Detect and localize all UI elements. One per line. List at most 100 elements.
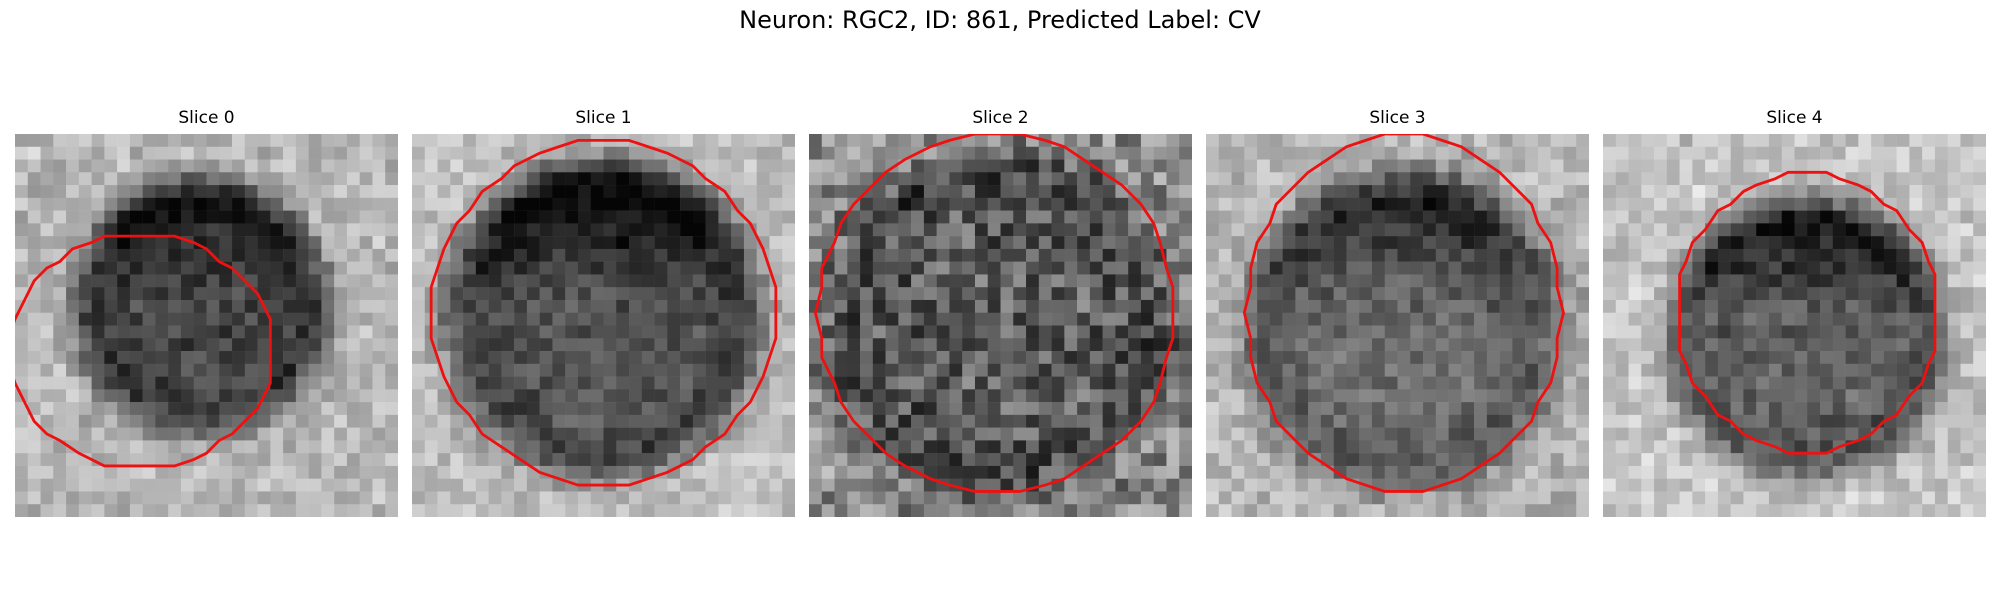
- image-pixel: [1179, 312, 1192, 326]
- image-pixel: [987, 299, 1001, 313]
- image-pixel: [155, 261, 169, 275]
- image-pixel: [412, 261, 426, 275]
- image-pixel: [1435, 440, 1449, 454]
- image-pixel: [168, 197, 182, 211]
- image-pixel: [1206, 274, 1220, 288]
- image-pixel: [654, 312, 668, 326]
- image-pixel: [705, 312, 719, 326]
- image-pixel: [1000, 325, 1014, 339]
- image-pixel: [475, 338, 489, 352]
- image-pixel: [129, 236, 143, 250]
- image-pixel: [1499, 351, 1513, 365]
- image-pixel: [1563, 223, 1577, 237]
- image-pixel: [501, 453, 515, 467]
- image-pixel: [283, 465, 297, 479]
- image-pixel: [1244, 134, 1258, 148]
- image-pixel: [91, 465, 105, 479]
- image-pixel: [936, 363, 950, 377]
- image-pixel: [488, 338, 502, 352]
- image-pixel: [1000, 389, 1014, 403]
- image-pixel: [1820, 402, 1834, 416]
- image-pixel: [782, 134, 795, 148]
- image-pixel: [1308, 376, 1322, 390]
- image-pixel: [872, 236, 886, 250]
- image-pixel: [334, 299, 348, 313]
- image-pixel: [565, 236, 579, 250]
- image-pixel: [616, 312, 630, 326]
- image-pixel: [1692, 338, 1706, 352]
- image-pixel: [1231, 261, 1245, 275]
- image-pixel: [1603, 440, 1617, 454]
- image-pixel: [1089, 274, 1103, 288]
- image-pixel: [1973, 504, 1986, 517]
- image-pixel: [1089, 299, 1103, 313]
- image-pixel: [283, 134, 297, 148]
- image-pixel: [1499, 312, 1513, 326]
- image-pixel: [1206, 351, 1220, 365]
- image-pixel: [1743, 312, 1757, 326]
- image-pixel: [372, 236, 386, 250]
- image-pixel: [526, 159, 540, 173]
- image-pixel: [552, 427, 566, 441]
- image-pixel: [1257, 287, 1271, 301]
- image-pixel: [1077, 185, 1091, 199]
- image-pixel: [1064, 504, 1078, 517]
- image-pixel: [911, 236, 925, 250]
- image-pixel: [1820, 325, 1834, 339]
- image-pixel: [1883, 299, 1897, 313]
- image-pixel: [1666, 427, 1680, 441]
- image-pixel: [488, 134, 502, 148]
- image-pixel: [923, 453, 937, 467]
- image-pixel: [1525, 223, 1539, 237]
- image-pixel: [782, 172, 795, 186]
- image-pixel: [66, 338, 80, 352]
- image-pixel: [1013, 299, 1027, 313]
- image-pixel: [654, 389, 668, 403]
- image-pixel: [206, 223, 220, 237]
- image-pixel: [91, 312, 105, 326]
- image-pixel: [1435, 172, 1449, 186]
- image-pixel: [539, 389, 553, 403]
- image-pixel: [1115, 236, 1129, 250]
- image-pixel: [616, 351, 630, 365]
- image-pixel: [1525, 338, 1539, 352]
- image-pixel: [1641, 274, 1655, 288]
- image-pixel: [1359, 453, 1373, 467]
- image-pixel: [206, 185, 220, 199]
- image-pixel: [1166, 185, 1180, 199]
- image-pixel: [1641, 453, 1655, 467]
- image-pixel: [974, 440, 988, 454]
- image-pixel: [718, 248, 732, 262]
- image-pixel: [1858, 159, 1872, 173]
- image-pixel: [782, 465, 795, 479]
- image-pixel: [1371, 491, 1385, 505]
- image-pixel: [641, 248, 655, 262]
- image-pixel: [1423, 210, 1437, 224]
- image-pixel: [860, 134, 874, 148]
- image-pixel: [1179, 159, 1192, 173]
- image-pixel: [334, 453, 348, 467]
- image-pixel: [1026, 504, 1040, 517]
- image-pixel: [1960, 287, 1974, 301]
- image-pixel: [1654, 261, 1668, 275]
- image-pixel: [129, 248, 143, 262]
- image-pixel: [974, 478, 988, 492]
- image-pixel: [654, 325, 668, 339]
- image-pixel: [78, 465, 92, 479]
- image-pixel: [1064, 440, 1078, 454]
- image-pixel: [1308, 274, 1322, 288]
- image-pixel: [1359, 299, 1373, 313]
- image-pixel: [1102, 159, 1116, 173]
- image-pixel: [321, 478, 335, 492]
- image-pixel: [577, 248, 591, 262]
- image-pixel: [885, 440, 899, 454]
- image-pixel: [180, 504, 194, 517]
- image-pixel: [66, 210, 80, 224]
- image-pixel: [847, 338, 861, 352]
- image-pixel: [1525, 351, 1539, 365]
- image-pixel: [1512, 351, 1526, 365]
- image-pixel: [936, 338, 950, 352]
- image-pixel: [526, 312, 540, 326]
- image-pixel: [705, 146, 719, 160]
- image-pixel: [142, 159, 156, 173]
